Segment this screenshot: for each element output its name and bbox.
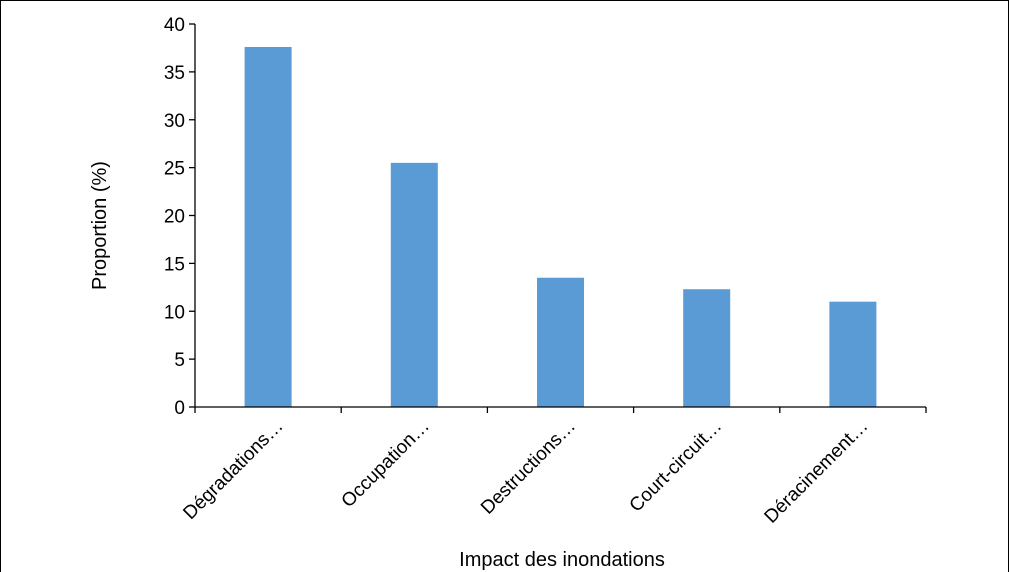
x-tick-label: Déracinement… — [761, 416, 873, 528]
bar — [244, 46, 292, 407]
y-tick-label: 10 — [164, 302, 185, 323]
y-tick-label: 40 — [164, 15, 185, 36]
bar — [829, 301, 877, 407]
x-tick-label: Destructions… — [477, 416, 580, 519]
x-ticks-group: Dégradations… Occupation… Destructions… Cou… — [179, 407, 927, 528]
y-tick-label: 30 — [164, 111, 185, 132]
y-tick-label: 0 — [174, 398, 185, 419]
x-axis-title: Impact des inondations — [459, 549, 665, 571]
x-tick-label: Dégradations… — [179, 416, 287, 524]
bar — [683, 289, 731, 407]
y-tick-label: 20 — [164, 207, 185, 228]
x-tick-label: Court-circuit… — [626, 416, 727, 517]
bar — [390, 162, 438, 407]
y-tick-label: 25 — [164, 159, 185, 180]
y-ticks-group: 0 5 10 15 20 25 30 35 40 — [164, 15, 195, 419]
x-tick-label: Occupation… — [338, 416, 434, 512]
bar — [537, 277, 584, 407]
y-tick-label: 15 — [164, 254, 185, 275]
y-tick-label: 5 — [174, 350, 185, 371]
y-axis-title: Proportion (%) — [89, 161, 111, 290]
bars-group — [244, 46, 877, 407]
y-tick-label: 35 — [164, 63, 185, 84]
